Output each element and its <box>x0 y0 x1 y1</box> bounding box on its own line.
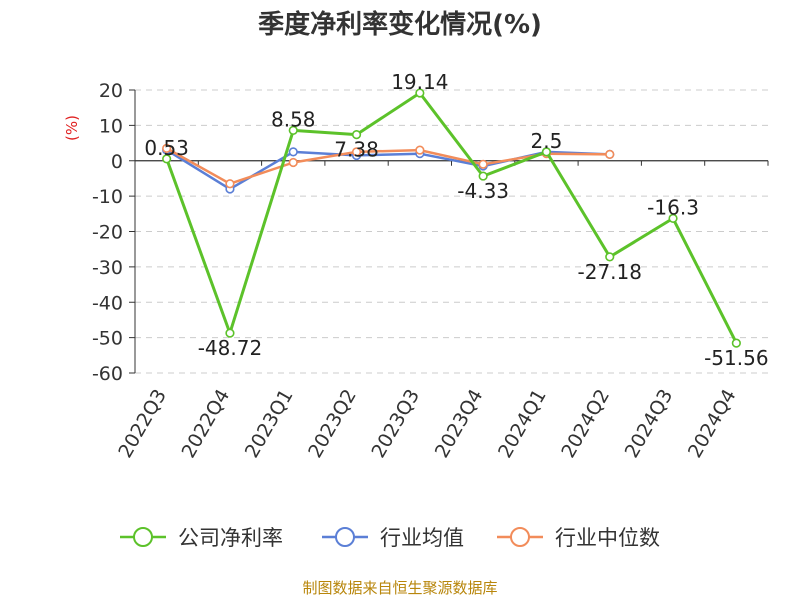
legend-label: 行业均值 <box>380 526 464 550</box>
y-tick-label: -40 <box>92 292 123 314</box>
series-point-2 <box>225 179 235 189</box>
y-tick-label: -20 <box>92 222 123 244</box>
y-tick-label: -10 <box>92 186 123 208</box>
legend-label: 行业中位数 <box>555 526 660 550</box>
series-line-0 <box>165 91 738 344</box>
series-point-0 <box>668 213 678 224</box>
legend: 公司净利率 行业均值 行业中位数 <box>120 526 660 550</box>
x-tick-label: 2023Q2 <box>304 386 361 462</box>
series-point-2 <box>478 159 488 169</box>
series-point-0 <box>731 338 741 348</box>
data-label: 0.53 <box>144 136 189 160</box>
series-point-0 <box>351 130 362 140</box>
data-label: -48.72 <box>198 336 262 360</box>
x-tick-label: 2022Q4 <box>178 386 235 462</box>
x-tick-label: 2024Q3 <box>621 386 678 462</box>
data-label: 7.38 <box>334 138 379 162</box>
data-label: -27.18 <box>578 260 642 284</box>
x-tick-label: 2022Q3 <box>114 386 171 462</box>
y-axis-label: (%) <box>63 115 81 141</box>
series-point-0 <box>478 171 488 181</box>
y-tick-label: 20 <box>99 80 123 102</box>
data-label: -51.56 <box>704 346 768 370</box>
series-point-1 <box>288 147 298 157</box>
y-tick-label: 0 <box>111 151 123 173</box>
series-point-2 <box>605 149 615 159</box>
series-point-0 <box>605 252 615 262</box>
x-tick-label: 2024Q4 <box>684 386 741 462</box>
series-point-2 <box>351 147 362 157</box>
x-tick-label: 2024Q2 <box>557 386 614 462</box>
x-tick-label: 2023Q4 <box>431 386 488 462</box>
data-label: 19.14 <box>391 70 448 94</box>
x-tick-label: 2023Q1 <box>241 386 298 462</box>
series-point-0 <box>415 88 425 98</box>
data-label: -16.3 <box>647 195 699 219</box>
y-tick-label: -50 <box>92 328 123 350</box>
data-label: 2.5 <box>531 129 563 153</box>
x-tick-label: 2024Q1 <box>494 386 551 462</box>
source-note: 制图数据来自恒生聚源数据库 <box>302 579 497 597</box>
data-label: -4.33 <box>457 179 509 203</box>
legend-label: 公司净利率 <box>178 526 283 550</box>
series-point-0 <box>162 154 172 164</box>
data-labels: 0.53 -48.72 8.58 7.38 19.14 -4.33 2.5 -27.18 -16… <box>144 70 768 370</box>
legend-marker <box>510 527 530 547</box>
legend-marker <box>335 527 355 547</box>
chart-title: 季度净利率变化情况(%) <box>258 9 542 40</box>
series-point-0 <box>288 125 298 135</box>
series-point-0 <box>225 328 235 338</box>
series-point-2 <box>415 145 425 155</box>
series-point-2 <box>288 157 298 168</box>
y-tick-label: 10 <box>99 115 123 137</box>
series-point-2 <box>162 143 172 153</box>
series-lines <box>162 88 741 348</box>
legend-marker <box>133 527 153 547</box>
y-tick-label: -60 <box>92 363 123 385</box>
x-tick-label: 2023Q3 <box>367 386 424 462</box>
data-label: 8.58 <box>271 107 316 131</box>
series-point-0 <box>541 147 552 157</box>
y-tick-label: -30 <box>92 257 123 279</box>
